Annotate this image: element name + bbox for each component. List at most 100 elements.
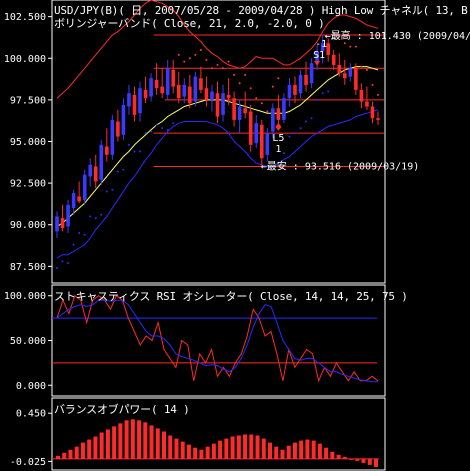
sar-dot — [282, 152, 285, 155]
candle-body — [237, 106, 242, 120]
candle-body — [182, 84, 187, 97]
sar-dot — [277, 77, 280, 80]
sar-dot — [266, 110, 269, 113]
bop-bar — [193, 447, 198, 459]
bop-bar — [349, 458, 354, 460]
bop-bar — [162, 431, 166, 459]
sar-dot — [288, 135, 291, 138]
candle-body — [105, 146, 109, 155]
sar-dot — [100, 213, 103, 216]
sar-dot — [183, 60, 186, 63]
sar-dot — [188, 57, 191, 60]
sar-dot — [205, 58, 208, 61]
sar-dot — [83, 233, 86, 236]
candle-body — [93, 166, 98, 182]
sar-dot — [94, 217, 97, 220]
sar-dot — [161, 127, 164, 130]
y-tick-label: 97.500 — [10, 95, 46, 106]
bop-bar — [336, 454, 341, 459]
sar-dot — [133, 150, 136, 153]
candle-body — [276, 108, 281, 120]
sar-dot — [144, 132, 147, 135]
signal-s1-label: S1 — [313, 50, 325, 61]
sar-dot — [194, 53, 197, 56]
bop-bar — [249, 434, 254, 459]
candle-body — [376, 118, 380, 120]
bop-bar — [149, 425, 154, 459]
sar-dot — [89, 215, 92, 218]
candle-body — [304, 74, 308, 85]
candle-body — [265, 133, 270, 155]
sar-dot — [305, 120, 308, 123]
candle-body — [71, 193, 76, 209]
bop-bar — [311, 440, 316, 459]
sar-dot — [105, 190, 108, 193]
panel-frame-0 — [51, 0, 386, 284]
bop-bar — [286, 445, 291, 459]
candle-body — [232, 98, 236, 120]
y-tick-label: 100.000 — [4, 291, 46, 302]
sar-dot — [238, 82, 241, 85]
sar-dot — [233, 73, 236, 76]
bop-bar — [155, 428, 160, 459]
candle-body — [337, 64, 342, 74]
candle-body — [221, 93, 225, 115]
bop-bar — [330, 451, 335, 459]
sar-dot — [338, 35, 341, 38]
sar-dot — [111, 188, 114, 191]
sar-dot — [56, 267, 58, 270]
candle-body — [99, 144, 104, 180]
candle-body — [309, 63, 314, 84]
candle-body — [320, 43, 325, 52]
bop-bar — [261, 438, 266, 459]
candle-body — [66, 204, 70, 227]
candle-body — [154, 79, 159, 89]
sar-dot — [67, 262, 70, 265]
candle-body — [121, 104, 126, 135]
y-tick-label: -0.025 — [10, 457, 46, 468]
sar-dot — [316, 98, 319, 101]
sar-dot — [222, 67, 225, 70]
candle-body — [143, 89, 148, 99]
sar-dot — [122, 168, 125, 171]
sar-dot — [321, 92, 324, 95]
sar-dot — [310, 117, 313, 120]
candle-body — [132, 94, 137, 115]
bop-bar — [205, 446, 210, 459]
sar-dot — [377, 93, 379, 96]
bop-bar — [130, 419, 135, 459]
sar-dot — [199, 48, 202, 51]
bop-bar — [180, 441, 185, 459]
stoch-slow-line — [56, 299, 378, 383]
sar-dot — [150, 130, 153, 133]
stoch-rsi-title: ストキャスティクス RSI オシレーター( Close, 14, 14, 25,… — [54, 290, 408, 303]
candle-body — [116, 121, 120, 137]
signal-diamond — [275, 122, 282, 131]
candle-body — [298, 74, 303, 94]
bop-bar — [105, 429, 110, 459]
y-tick-label: 50.000 — [10, 336, 46, 347]
candle-body — [271, 108, 275, 132]
bop-bar — [211, 443, 216, 459]
signal-one-label: 1 — [275, 144, 281, 155]
candle-body — [282, 98, 286, 120]
candle-body — [171, 69, 176, 87]
signal-l5-label: L5 — [272, 133, 284, 144]
bop-bar — [299, 440, 304, 459]
candle-body — [176, 84, 181, 99]
bollinger-lower-line — [56, 109, 379, 259]
candle-body — [55, 216, 59, 232]
candle-body — [204, 88, 209, 100]
candle-body — [331, 54, 336, 65]
bop-bar — [174, 438, 179, 459]
candle-body — [210, 91, 214, 100]
sar-dot — [244, 73, 247, 76]
high-annotation: ←最高 : 101.430 (2009/04/06) — [325, 29, 470, 42]
bop-bar — [87, 439, 92, 459]
sar-dot — [271, 85, 274, 88]
bop-bar — [99, 432, 104, 459]
bop-bar — [268, 442, 272, 459]
y-tick-label: 95.000 — [10, 137, 46, 148]
sar-dot — [332, 32, 335, 35]
